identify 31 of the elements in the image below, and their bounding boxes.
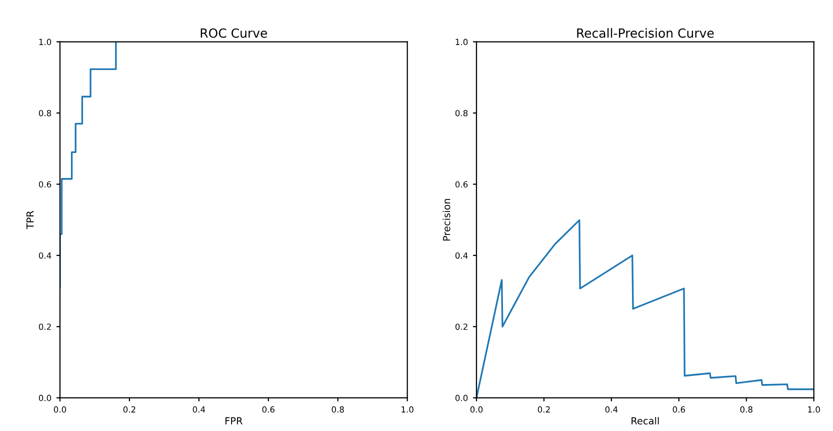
y-tick-label: 0.0 <box>455 394 468 402</box>
x-tick-label: 0.0 <box>470 406 483 413</box>
x-tick-label: 0.8 <box>740 406 752 413</box>
y-tick-label: 0.4 <box>38 252 52 259</box>
x-tick-label: 0.2 <box>123 406 136 413</box>
y-tick-label: 0.6 <box>455 181 468 188</box>
line-series <box>60 42 117 288</box>
y-tick-label: 0.8 <box>38 110 52 116</box>
y-tick-label: 0.2 <box>455 324 468 330</box>
x-tick-label: 0.6 <box>672 406 685 413</box>
x-tick-label: 1.0 <box>808 406 820 413</box>
x-axis-title: FPR <box>226 417 242 424</box>
y-tick-label: 0.0 <box>38 394 52 402</box>
y-tick-label: 0.4 <box>455 252 468 259</box>
chart-title: ROC Curve <box>200 28 268 38</box>
x-tick-label: 0.8 <box>332 406 344 413</box>
y-tick-label: 1.0 <box>39 38 52 46</box>
x-tick-label: 0.2 <box>538 406 550 413</box>
x-tick-label: 0.6 <box>262 406 274 413</box>
x-tick-label: 1.0 <box>402 406 414 413</box>
x-tick-label: 0.4 <box>192 406 206 413</box>
x-tick-label: 0.0 <box>54 406 66 413</box>
y-tick-label: 0.6 <box>38 181 52 188</box>
y-tick-label: 0.8 <box>455 110 468 116</box>
y-axis-title: TPR <box>26 210 34 230</box>
y-axis-title: Precision <box>442 198 450 241</box>
chart-title: Recall-Precision Curve <box>577 28 714 38</box>
x-tick-label: 0.4 <box>605 406 618 413</box>
x-axis-title: Recall <box>632 416 659 425</box>
y-tick-label: 1.0 <box>456 38 468 46</box>
y-tick-label: 0.2 <box>38 324 51 330</box>
